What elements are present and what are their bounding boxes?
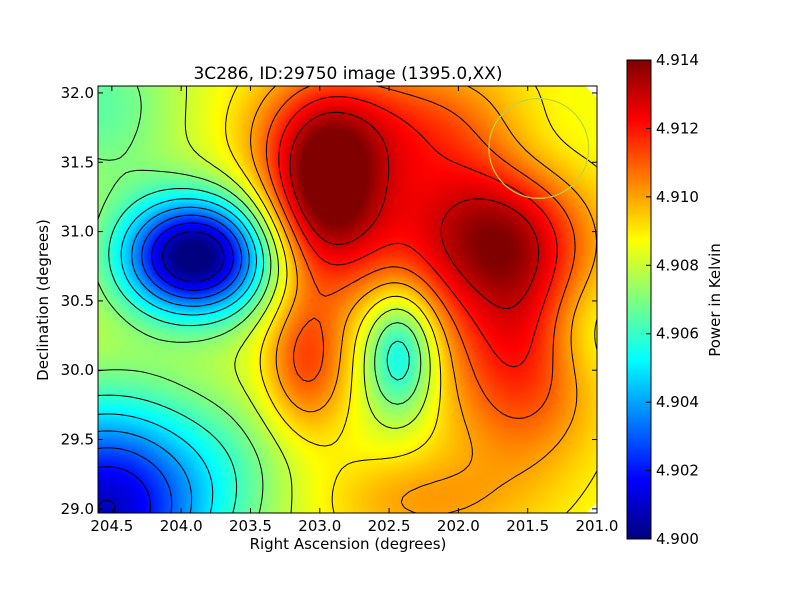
contour-4.909 xyxy=(225,85,598,514)
contour-4.912 xyxy=(278,96,558,368)
colorbar-tick-label: 4.910 xyxy=(656,188,699,206)
x-axis-ticks: 204.5 204.0 203.5 203.0 202.5 202.0 201.5 201.0 xyxy=(90,86,618,535)
y-tick-label: 30.5 xyxy=(61,292,94,310)
contour-4.913 xyxy=(289,111,540,309)
contour-4.905 xyxy=(97,198,257,514)
colorbar-tick-label: 4.912 xyxy=(656,119,699,137)
colorbar: 4.900 4.902 4.904 4.906 4.908 4.910 4.912 4.914 xyxy=(626,51,699,548)
contour-lines xyxy=(97,85,598,514)
contour-4.91 xyxy=(250,85,597,514)
y-tick-label: 31.0 xyxy=(61,223,94,241)
y-tick-label: 29.5 xyxy=(61,431,94,449)
colorbar-label: Power in Kelvin xyxy=(706,243,724,357)
y-tick-label: 30.0 xyxy=(61,361,94,379)
marker-layer xyxy=(488,97,590,199)
colorbar-tick-label: 4.902 xyxy=(656,462,699,480)
colorbar-frame xyxy=(626,59,652,540)
y-axis-ticks: 29.0 29.5 30.0 30.5 31.0 31.5 32.0 xyxy=(61,84,597,518)
x-tick-label: 203.5 xyxy=(229,517,272,535)
contour-4.911 xyxy=(265,85,576,419)
contour-4.901 xyxy=(97,231,225,514)
plot-frame xyxy=(97,85,598,514)
colorbar-tick-label: 4.908 xyxy=(656,256,699,274)
y-tick-label: 31.5 xyxy=(61,153,94,171)
colorbar-ticks: 4.900 4.902 4.904 4.906 4.908 4.910 4.912 4.914 xyxy=(646,51,699,548)
contour-4.908 xyxy=(184,86,431,514)
colorbar-tick-label: 4.906 xyxy=(656,325,699,343)
contour-4.906 xyxy=(97,188,410,514)
y-tick-label: 29.0 xyxy=(61,500,94,518)
contour-4.904 xyxy=(97,206,250,514)
colorbar-tick-label: 4.904 xyxy=(656,393,699,411)
x-tick-label: 202.5 xyxy=(368,517,411,535)
y-tick-label: 32.0 xyxy=(61,84,94,102)
x-axis-label: Right Ascension (degrees) xyxy=(250,535,447,553)
heatmap-image xyxy=(98,86,597,513)
y-axis-label: Declination (degrees) xyxy=(34,219,52,381)
colorbar-gradient xyxy=(627,60,651,539)
x-tick-label: 201.0 xyxy=(576,517,619,535)
source-circle-marker xyxy=(488,97,590,199)
x-tick-label: 202.0 xyxy=(437,517,480,535)
colorbar-tick-label: 4.900 xyxy=(656,530,699,548)
x-tick-label: 204.0 xyxy=(160,517,203,535)
x-tick-label: 203.0 xyxy=(298,517,341,535)
colorbar-tick-label: 4.914 xyxy=(656,51,699,69)
chart-title: 3C286, ID:29750 image (1395.0,XX) xyxy=(193,64,502,84)
x-tick-label: 201.5 xyxy=(506,517,549,535)
contour-4.907 xyxy=(97,85,422,514)
contour-4.903 xyxy=(97,214,243,514)
x-tick-label: 204.5 xyxy=(90,517,133,535)
contour-4.902 xyxy=(97,222,234,514)
plot-area xyxy=(97,85,598,514)
